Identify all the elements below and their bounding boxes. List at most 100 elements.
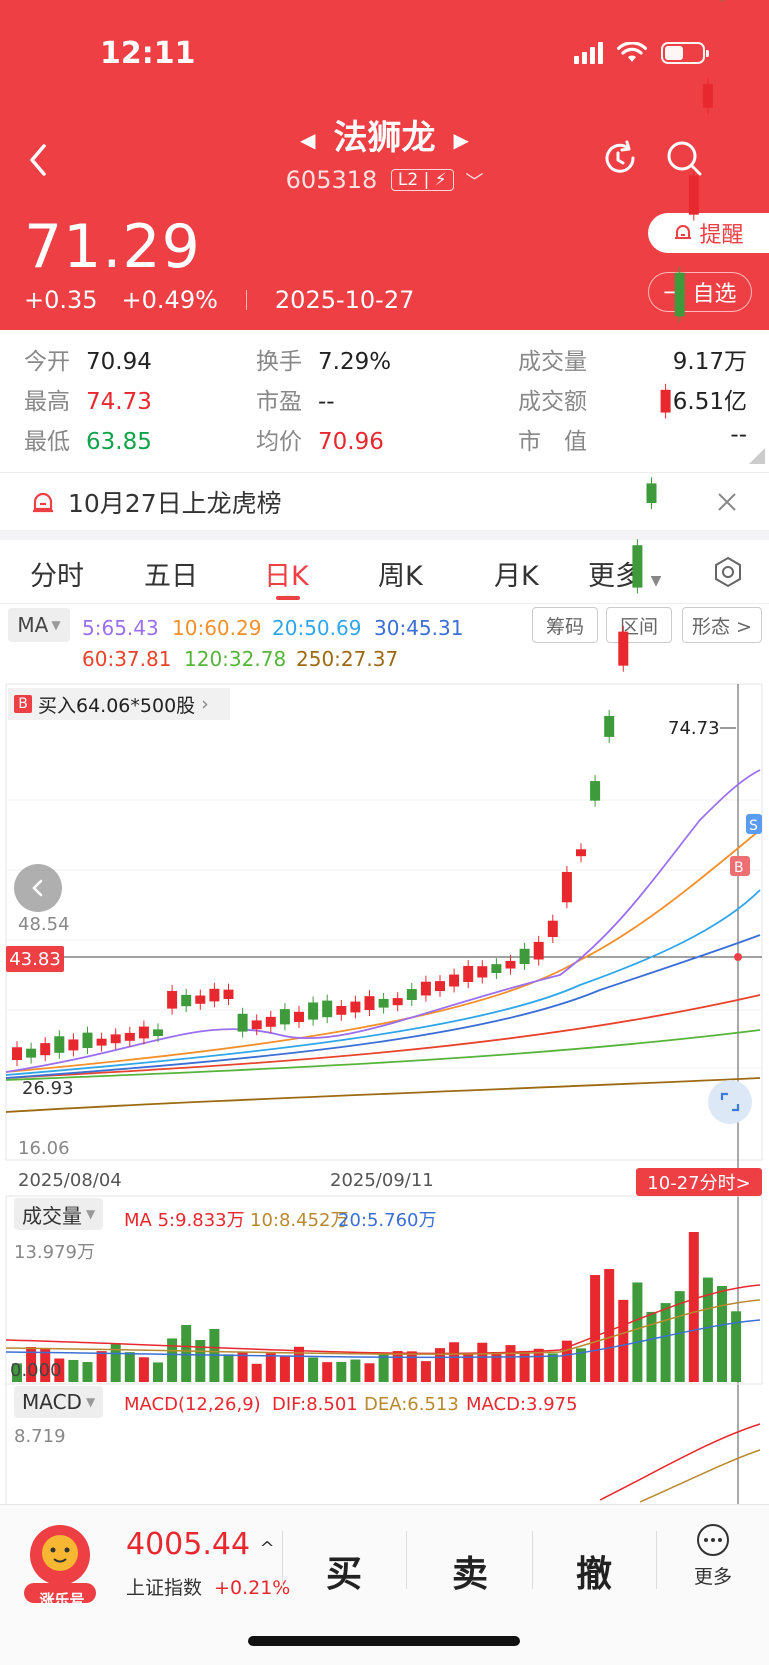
candle-body bbox=[40, 1043, 50, 1055]
candle-body bbox=[54, 1036, 64, 1053]
buy-record-tag[interactable]: B 买入64.06*500股 › bbox=[8, 688, 230, 720]
index-name-row: 上证指数 +0.21% bbox=[126, 1573, 290, 1600]
candle-body bbox=[463, 966, 473, 982]
kline-chart[interactable]: SB bbox=[0, 0, 769, 1504]
candle-body bbox=[280, 1009, 290, 1024]
macd-value: MACD:3.975 bbox=[466, 1394, 578, 1415]
candle-body bbox=[252, 1020, 262, 1029]
index-value[interactable]: 4005.44 ^ bbox=[126, 1527, 275, 1562]
sell-button[interactable]: 卖 bbox=[452, 1545, 488, 1597]
volume-bar bbox=[717, 1286, 727, 1382]
more-icon bbox=[696, 1523, 730, 1557]
volume-bar bbox=[520, 1351, 530, 1382]
vol-ma10: 10:8.452万 bbox=[250, 1206, 349, 1232]
volume-bar bbox=[590, 1275, 600, 1382]
candle-body bbox=[393, 998, 403, 1005]
volume-bar bbox=[689, 1232, 699, 1382]
candle-body bbox=[689, 176, 699, 215]
volume-bar bbox=[604, 1269, 614, 1382]
candle-body bbox=[449, 975, 459, 987]
volume-bar bbox=[266, 1353, 276, 1382]
volume-bar bbox=[421, 1361, 431, 1382]
candle-body bbox=[153, 1029, 163, 1036]
more-button[interactable]: 更多 bbox=[688, 1523, 738, 1589]
candle-body bbox=[562, 872, 572, 902]
candle-body bbox=[675, 273, 685, 317]
candle-body bbox=[350, 1002, 360, 1013]
buy-marker-label: B bbox=[734, 860, 744, 876]
volume-bar bbox=[308, 1358, 318, 1382]
ma250-line bbox=[6, 1078, 760, 1112]
volume-y-bottom: 0.000 bbox=[10, 1360, 62, 1381]
volume-indicator-select[interactable]: 成交量 ▼ bbox=[14, 1198, 103, 1230]
ma20-line bbox=[6, 890, 760, 1075]
volume-bar bbox=[252, 1364, 262, 1382]
candle-body bbox=[604, 716, 614, 737]
candle-body bbox=[97, 1039, 107, 1046]
candle-body bbox=[365, 996, 375, 1010]
divider bbox=[282, 1531, 283, 1589]
ma5-line bbox=[6, 770, 760, 1072]
candle-body bbox=[647, 483, 657, 503]
candle-body bbox=[181, 995, 191, 1006]
volume-bar bbox=[449, 1342, 459, 1382]
candle-body bbox=[322, 1001, 332, 1018]
volume-bar bbox=[238, 1353, 248, 1382]
y-axis-bottom: 16.06 bbox=[18, 1138, 70, 1159]
cancel-order-button[interactable]: 撤 bbox=[576, 1545, 612, 1597]
volume-bar bbox=[534, 1349, 544, 1382]
candle-body bbox=[139, 1027, 149, 1039]
candle-body bbox=[407, 989, 417, 1000]
candle-body bbox=[435, 981, 445, 991]
macd-params: MACD(12,26,9) bbox=[124, 1394, 261, 1415]
chevron-left-icon bbox=[28, 878, 48, 898]
volume-bar bbox=[294, 1347, 304, 1382]
macd-dif: DIF:8.501 bbox=[272, 1394, 358, 1415]
kline-frame bbox=[6, 684, 762, 1160]
vol-ma5: MA 5:9.833万 bbox=[124, 1206, 245, 1232]
macd-indicator-select[interactable]: MACD ▼ bbox=[14, 1386, 103, 1418]
volume-bar bbox=[632, 1282, 642, 1382]
buy-button[interactable]: 买 bbox=[326, 1545, 362, 1597]
volume-bar bbox=[393, 1351, 403, 1382]
candle-body bbox=[111, 1034, 121, 1043]
volume-bar bbox=[97, 1351, 107, 1382]
intraday-link-button[interactable]: 10-27分时> bbox=[636, 1168, 762, 1196]
candle-body bbox=[195, 996, 205, 1004]
volume-bar bbox=[68, 1360, 78, 1382]
candle-body bbox=[125, 1033, 135, 1041]
volume-bar bbox=[647, 1312, 657, 1382]
crosshair-price-tag: 43.83 bbox=[6, 946, 64, 972]
fullscreen-button[interactable] bbox=[708, 1080, 752, 1124]
max-price-label: 74.73 bbox=[668, 718, 720, 739]
candle-body bbox=[238, 1014, 248, 1032]
fullscreen-icon bbox=[719, 1091, 741, 1113]
volume-bar bbox=[365, 1363, 375, 1382]
candle-body bbox=[632, 545, 642, 587]
divider bbox=[406, 1531, 407, 1589]
crosshair-dot bbox=[734, 953, 742, 961]
candle-body bbox=[336, 1006, 346, 1015]
volume-bar bbox=[548, 1353, 558, 1382]
scroll-left-button[interactable] bbox=[14, 864, 62, 912]
candle-body bbox=[506, 961, 516, 969]
candle-body bbox=[703, 84, 713, 108]
volume-bar bbox=[181, 1325, 191, 1382]
candle-body bbox=[224, 990, 234, 999]
candle-body bbox=[520, 949, 530, 964]
volume-bar bbox=[167, 1338, 177, 1382]
candle-body bbox=[491, 964, 501, 973]
volume-bar bbox=[506, 1345, 516, 1382]
volume-bar bbox=[618, 1300, 628, 1382]
logo-text: 涨乐号 bbox=[30, 1589, 94, 1610]
candle-body bbox=[83, 1033, 93, 1048]
volume-bar bbox=[322, 1362, 332, 1382]
candle-body bbox=[576, 849, 586, 856]
volume-bar bbox=[661, 1303, 671, 1382]
vol-ma20: 20:5.760万 bbox=[338, 1206, 437, 1232]
candle-body bbox=[167, 991, 177, 1009]
volume-bar bbox=[350, 1360, 360, 1382]
volume-bar bbox=[224, 1354, 234, 1382]
volume-y-top: 13.979万 bbox=[14, 1238, 95, 1264]
candle-body bbox=[12, 1047, 22, 1060]
